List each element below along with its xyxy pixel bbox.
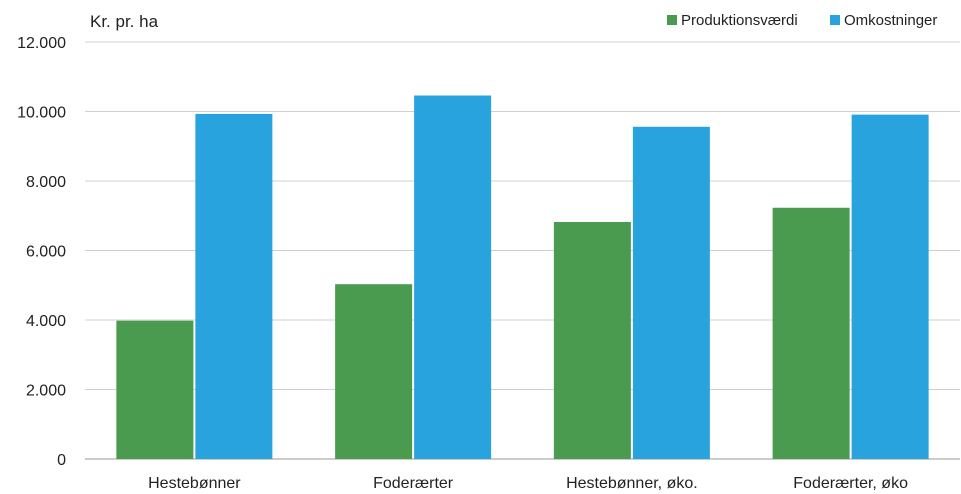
legend-swatch	[667, 15, 677, 25]
y-tick-label: 0	[57, 452, 66, 469]
bar-omkostninger-2	[632, 126, 710, 459]
legend-swatch	[830, 15, 840, 25]
x-category-label: Foderærter	[373, 475, 454, 492]
x-axis-labels: Hestebønner Foderærter Hestebønner, øko. Fo…	[148, 475, 908, 492]
bar-produktionsværdi-2	[553, 222, 631, 459]
y-axis-unit-label: Kr. pr. ha	[90, 12, 159, 31]
y-tick-label: 12.000	[17, 35, 66, 52]
y-tick-label: 8.000	[26, 174, 66, 191]
x-category-label: Hestebønner	[148, 475, 241, 492]
bars	[116, 95, 929, 460]
bar-omkostninger-3	[851, 114, 929, 459]
bar-produktionsværdi-1	[335, 284, 413, 459]
legend-label: Produktionsværdi	[681, 12, 798, 29]
x-category-label: Foderærter, øko	[793, 475, 908, 492]
y-tick-label: 10.000	[17, 105, 66, 122]
bar-omkostninger-0	[195, 113, 273, 460]
legend: Produktionsværdi Omkostninger	[667, 12, 937, 29]
y-tick-label: 4.000	[26, 313, 66, 330]
legend-label: Omkostninger	[844, 12, 937, 29]
x-category-label: Hestebønner, øko.	[566, 475, 698, 492]
bar-produktionsværdi-3	[772, 207, 850, 459]
bar-produktionsværdi-0	[116, 320, 194, 459]
y-axis-ticks: 0 2.000 4.000 6.000 8.000 10.000 12.000	[17, 35, 66, 469]
y-tick-label: 2.000	[26, 383, 66, 400]
bar-omkostninger-1	[414, 95, 492, 459]
y-tick-label: 6.000	[26, 244, 66, 261]
